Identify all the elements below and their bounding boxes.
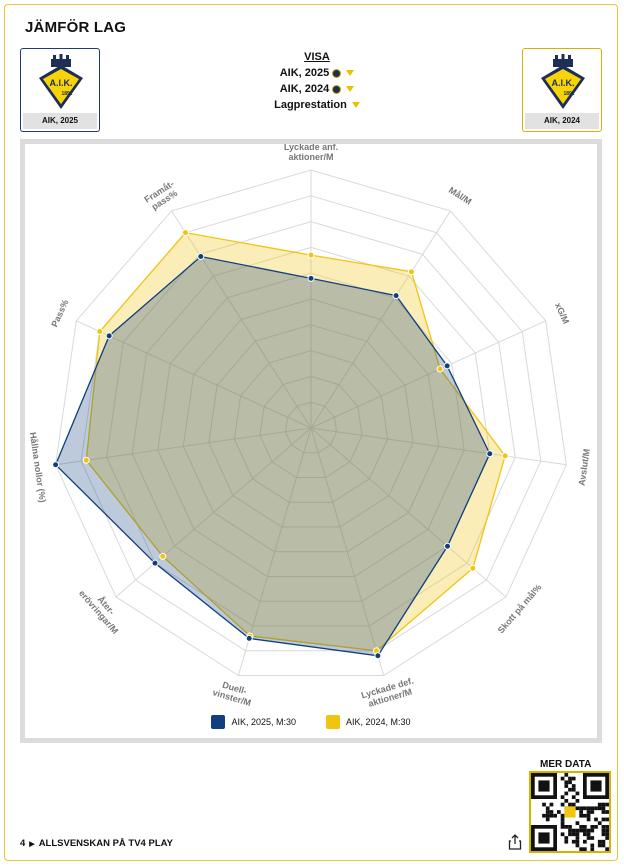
axis-spoke: [171, 210, 312, 429]
series-point-0: [443, 362, 451, 370]
axis-spoke: [310, 210, 451, 429]
series-point-0: [105, 332, 113, 340]
legend-label: AIK, 2025, M:30: [231, 717, 296, 727]
crest-text: A.I.K.: [551, 78, 574, 88]
legend-item-2024[interactable]: AIK, 2024, M:30: [326, 715, 411, 729]
radar-chart: Lyckade anf. aktioner/M Mål/M xG/M Avslut/M S…: [28, 142, 592, 709]
series-area-1: [85, 231, 506, 652]
legend-label: AIK, 2024, M:30: [346, 717, 411, 727]
team-label-left: AIK, 2025: [23, 113, 97, 129]
crest-year: 1891: [563, 91, 574, 97]
team-label-right: AIK, 2024: [525, 113, 599, 129]
axis-spoke: [55, 427, 312, 466]
axis-label: Lyckade anf. aktioner/M: [284, 144, 338, 162]
series-point-0: [52, 461, 60, 469]
series-point-0: [245, 634, 253, 642]
axis-spoke: [310, 320, 546, 429]
axis-label: Åter-erövringar/M: [77, 582, 128, 636]
share-icon[interactable]: [508, 834, 522, 850]
dropdown-arrow-icon: [346, 86, 355, 92]
series-point-1: [307, 251, 315, 259]
series-point-1: [96, 328, 104, 336]
visa-option-2024[interactable]: AIK, 2024: [5, 83, 624, 95]
axis-label: xG/M: [553, 301, 571, 325]
radar-chart-frame: Lyckade anf. aktioner/M Mål/M xG/M Avslut/M S…: [20, 139, 602, 743]
grid-ring: [157, 272, 465, 578]
qr-code-icon: [531, 773, 609, 851]
grid-ring: [131, 246, 491, 602]
series-point-1: [436, 365, 444, 373]
aik-crest-icon: A.I.K. 1891: [39, 54, 83, 109]
series-point-1: [469, 564, 477, 572]
axis-label: Hållna nollor (%): [28, 431, 48, 503]
mer-data-label: MER DATA: [540, 759, 592, 770]
axis-spoke: [76, 320, 312, 429]
axis-label: Framåt-pass%: [142, 178, 181, 213]
series-point-1: [407, 268, 415, 276]
axis-label: Lyckade def.aktioner/M: [360, 676, 418, 708]
footer[interactable]: 4 ▶ ALLSVENSKAN PÅ TV4 PLAY: [20, 838, 173, 849]
team-card-left[interactable]: A.I.K. 1891 AIK, 2025: [20, 48, 100, 132]
footer-text: ALLSVENSKAN PÅ TV4 PLAY: [38, 838, 173, 849]
chart-legend: AIK, 2025, M:30 AIK, 2024, M:30: [25, 715, 597, 729]
dropdown-arrow-icon: [351, 102, 360, 108]
series-point-0: [443, 542, 451, 550]
footer-number: 4: [20, 838, 26, 849]
visa-option-2025[interactable]: AIK, 2025: [5, 67, 624, 79]
series-point-1: [82, 456, 90, 464]
page-title: JÄMFÖR LAG: [25, 19, 127, 36]
crest-text: A.I.K.: [49, 78, 72, 88]
dropdown-arrow-icon: [346, 70, 355, 76]
grid-ring: [284, 401, 338, 454]
axis-spoke: [310, 427, 567, 466]
visa-option-lagprestation[interactable]: Lagprestation: [5, 99, 624, 111]
team-mini-icon: [332, 68, 342, 78]
series-point-0: [197, 253, 205, 261]
visa-option-label: AIK, 2024: [279, 83, 330, 95]
grid-ring: [233, 350, 389, 503]
team-card-right[interactable]: A.I.K. 1891 AIK, 2024: [522, 48, 602, 132]
axis-label: Skott på mål%: [496, 582, 544, 635]
legend-swatch: [326, 715, 340, 729]
visa-option-label: AIK, 2025: [279, 67, 330, 79]
series-point-0: [307, 274, 315, 282]
axis-label: Mål/M: [447, 185, 473, 207]
qr-code[interactable]: [529, 771, 611, 853]
visa-heading: VISA: [304, 51, 330, 63]
grid-ring: [182, 298, 440, 553]
axis-spoke: [310, 427, 385, 676]
series-point-0: [392, 292, 400, 300]
series-point-1: [159, 552, 167, 560]
grid-ring: [55, 169, 567, 677]
legend-item-2025[interactable]: AIK, 2025, M:30: [211, 715, 296, 729]
series-point-1: [181, 229, 189, 237]
series-point-0: [374, 652, 382, 660]
play-arrow-icon: ▶: [29, 840, 35, 848]
axis-label: Duell-vinster/M: [211, 678, 255, 708]
team-mini-icon: [332, 84, 342, 94]
visa-selector: VISA AIK, 2025 AIK, 2024 Lagprestation: [5, 51, 624, 111]
grid-ring: [106, 221, 516, 627]
legend-swatch: [211, 715, 226, 729]
series-point-0: [151, 559, 159, 567]
axis-label: Avslut/M: [577, 448, 592, 486]
axis-spoke: [115, 427, 312, 598]
series-point-1: [501, 452, 509, 460]
aik-crest-icon: A.I.K. 1891: [541, 54, 585, 109]
axis-label: Pass%: [49, 298, 70, 329]
visa-option-label: Lagprestation: [274, 99, 347, 111]
grid-ring: [208, 324, 414, 528]
series-point-0: [486, 450, 494, 458]
grid-ring: [259, 375, 363, 479]
crest-year: 1891: [61, 91, 72, 97]
